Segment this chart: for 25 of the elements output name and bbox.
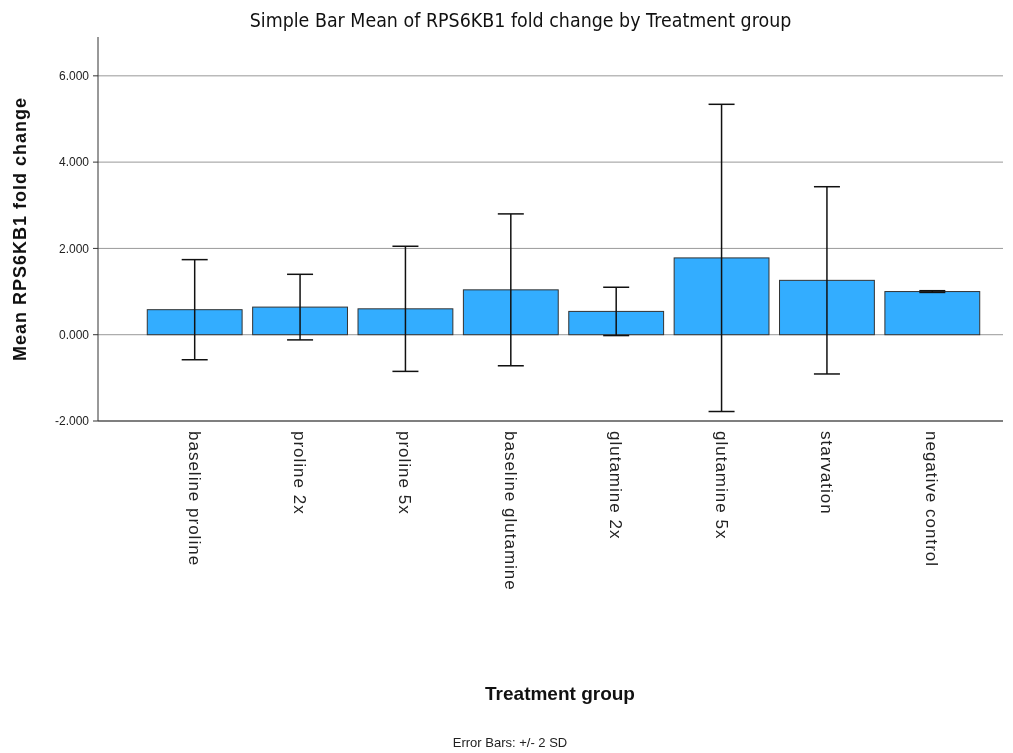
- bar: [779, 279, 875, 336]
- x-tick-label: glutamine 5x: [711, 431, 731, 540]
- bar: [357, 308, 454, 336]
- x-tick-label: negative control: [922, 431, 942, 568]
- bar: [252, 306, 348, 336]
- bar: [462, 289, 559, 336]
- y-tick-label: 0.000: [58, 327, 90, 342]
- x-axis-title: Treatment group: [485, 683, 635, 704]
- x-tick-label: baseline glutamine: [500, 431, 520, 591]
- bar: [884, 291, 981, 336]
- y-tick-label: 4.000: [58, 155, 90, 170]
- y-axis-title: Mean RPS6KB1 fold change: [10, 96, 30, 362]
- x-tick-label: glutamine 2x: [606, 431, 626, 540]
- y-tick-label: -2.000: [54, 414, 90, 429]
- x-tick-label: baseline proline: [184, 431, 204, 567]
- x-tick-label: starvation: [816, 431, 836, 515]
- bar: [568, 310, 665, 336]
- bar: [146, 309, 243, 336]
- x-tick-label: proline 5x: [395, 431, 415, 515]
- text: Error Bars: +/- 2 SD: [452, 735, 568, 750]
- x-tick-label: proline 2x: [290, 431, 310, 515]
- bar: [673, 257, 770, 336]
- y-tick-label: 2.000: [58, 241, 90, 256]
- chart-title: Simple Bar Mean of RPS6KB1 fold change by Treatment group: [249, 9, 792, 32]
- y-tick-label: 6.000: [58, 69, 90, 84]
